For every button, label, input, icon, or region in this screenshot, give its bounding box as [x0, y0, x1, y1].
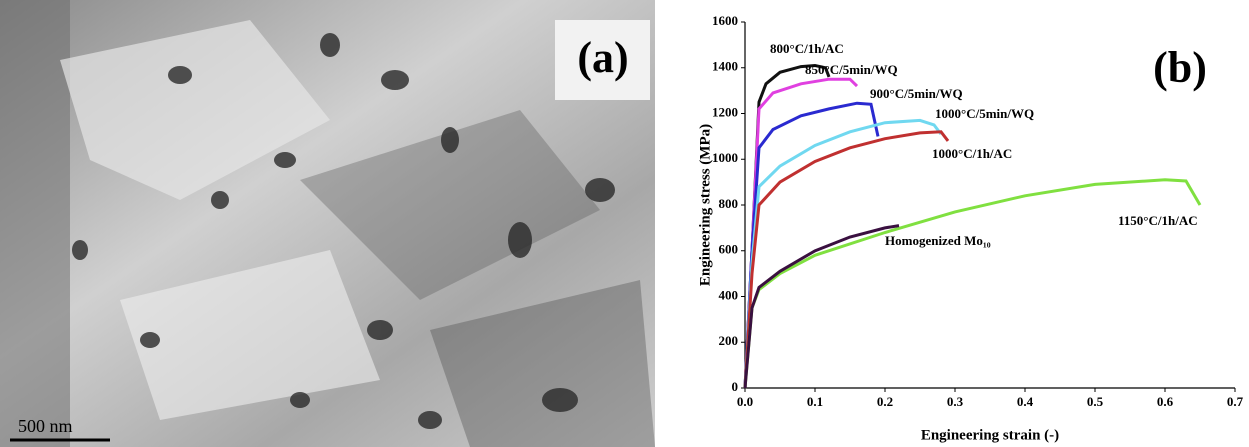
series-label: 1150°C/1h/AC: [1118, 213, 1198, 228]
x-axis-label: Engineering strain (-): [921, 427, 1059, 443]
y-tick-label: 0: [732, 379, 739, 394]
series-label: Homogenized Mo₁₀: [885, 233, 991, 248]
panel-label: (b): [1153, 43, 1207, 92]
x-tick-label: 0.4: [1017, 394, 1034, 409]
y-tick-label: 200: [719, 333, 739, 348]
x-tick-label: 0.2: [877, 394, 893, 409]
series-label: 850°C/5min/WQ: [805, 62, 898, 77]
series-line: [743, 101, 880, 389]
y-tick-label: 1000: [712, 150, 738, 165]
y-tick-label: 1600: [712, 13, 738, 28]
series-line: [743, 77, 859, 389]
y-tick-label: 800: [719, 196, 739, 211]
y-tick-label: 600: [719, 242, 739, 257]
scale-bar-label: 500 nm: [18, 416, 73, 436]
x-tick-label: 0.1: [807, 394, 823, 409]
panel-label: (a): [577, 33, 628, 82]
y-tick-label: 400: [719, 287, 739, 302]
x-tick-label: 0.7: [1227, 394, 1244, 409]
series-line: [743, 130, 950, 389]
y-axis-label: Engineering stress (MPa): [697, 124, 713, 286]
series-label: 1000°C/5min/WQ: [935, 106, 1034, 121]
series-line: [743, 224, 900, 389]
x-tick-label: 0.5: [1087, 394, 1104, 409]
series-line: [743, 118, 943, 389]
x-tick-label: 0.3: [947, 394, 964, 409]
y-tick-label: 1200: [712, 104, 738, 119]
x-tick-label: 0.6: [1157, 394, 1174, 409]
x-tick-label: 0.0: [737, 394, 753, 409]
series-label: 1000°C/1h/AC: [932, 146, 1012, 161]
series-line: [743, 178, 1202, 389]
y-tick-label: 1400: [712, 59, 738, 74]
series-label: 900°C/5min/WQ: [870, 86, 963, 101]
micrograph: (a) 500 nm: [0, 0, 655, 447]
series-label: 800°C/1h/AC: [770, 41, 844, 56]
